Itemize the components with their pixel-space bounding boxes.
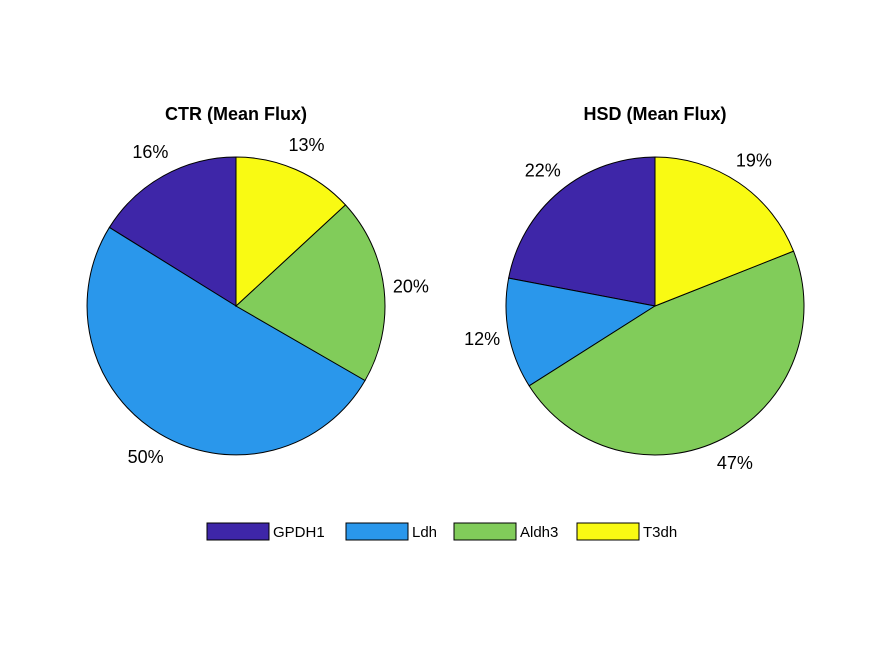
pie-slice-ctr-ldh (86, 226, 366, 456)
pie-chart-ctr: CTR (Mean Flux) 16% 50% 20% 13% (86, 104, 429, 467)
legend-label-t3dh: T3dh (643, 524, 677, 541)
pie-label-ctr-aldh3: 20% (393, 276, 429, 296)
pie-slice-ctr-t3dh (235, 156, 347, 308)
pie-slice-hsd-ldh (505, 277, 657, 387)
pie-slice-hsd-gpdh1 (508, 156, 656, 307)
pie-label-hsd-gpdh1: 22% (525, 160, 561, 180)
pie-slice-hsd-t3dh (654, 156, 795, 307)
pie-label-ctr-gpdh1: 16% (132, 142, 168, 162)
pie-label-ctr-ldh: 50% (128, 447, 164, 467)
legend-swatch-gpdh1 (206, 522, 270, 541)
chart-title-ctr: CTR (Mean Flux) (165, 104, 307, 124)
pie-slice-ctr-gpdh1 (108, 156, 237, 307)
pie-slice-ctr-aldh3 (235, 204, 386, 382)
pie-labels-ctr: 16% 50% 20% 13% (128, 135, 429, 467)
pie-slices-hsd (505, 156, 805, 456)
legend-swatch-ldh (345, 522, 409, 541)
legend-label-gpdh1: GPDH1 (273, 524, 325, 541)
pie-label-hsd-t3dh: 19% (736, 150, 772, 170)
legend: GPDH1 Ldh Aldh3 T3dh (206, 522, 677, 541)
pie-labels-hsd: 22% 12% 47% 19% (464, 150, 772, 472)
pie-slices-ctr (86, 156, 386, 456)
legend-label-aldh3: Aldh3 (520, 524, 558, 541)
pie-chart-hsd: HSD (Mean Flux) 22% 12% 47% 19% (464, 104, 805, 473)
pie-label-hsd-ldh: 12% (464, 329, 500, 349)
pie-label-hsd-aldh3: 47% (717, 453, 753, 473)
legend-swatch-t3dh (576, 522, 640, 541)
pie-label-ctr-t3dh: 13% (289, 135, 325, 155)
legend-label-ldh: Ldh (412, 524, 437, 541)
legend-swatch-aldh3 (453, 522, 517, 541)
pie-slice-hsd-aldh3 (528, 250, 805, 456)
chart-title-hsd: HSD (Mean Flux) (583, 104, 726, 124)
